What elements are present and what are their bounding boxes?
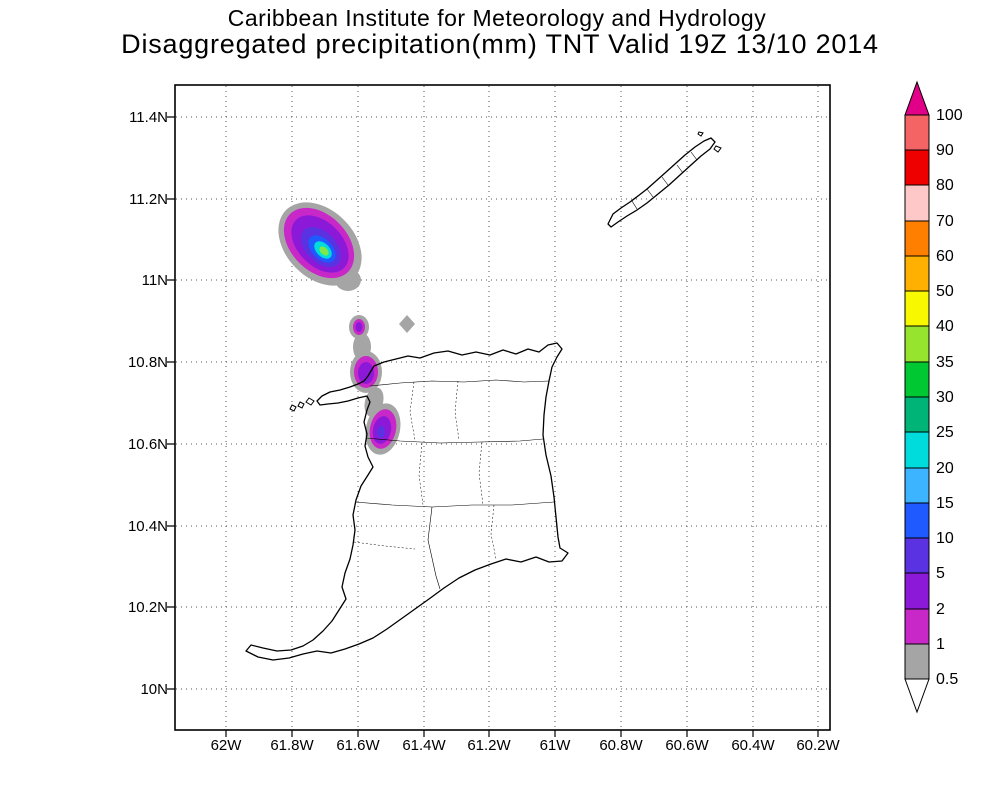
lat-tick-label: 10.6N xyxy=(128,436,168,453)
colorbar-tick-label: 25 xyxy=(936,424,954,441)
tobago-island xyxy=(607,137,716,228)
colorbar-tick-label: 5 xyxy=(936,565,945,582)
colorbar-segment xyxy=(904,220,930,257)
colorbar-tick-label: 40 xyxy=(936,318,954,335)
colorbar-segment xyxy=(904,184,930,222)
colorbar-segment xyxy=(904,361,930,398)
lon-tick-label: 60.2W xyxy=(796,737,840,754)
colorbar-arrow-bottom xyxy=(904,678,930,714)
precipitation-contours xyxy=(278,202,415,455)
plot-frame xyxy=(174,84,831,731)
lat-tick-label: 11.4N xyxy=(129,109,168,126)
colorbar-tick-label: 90 xyxy=(936,142,954,159)
lat-tick-label: 10.2N xyxy=(128,599,168,616)
lat-tick-label: 10N xyxy=(140,681,168,698)
colorbar-segment xyxy=(904,608,930,645)
colorbar-tick-label: 35 xyxy=(936,354,954,371)
lat-tick-label: 10.8N xyxy=(128,354,168,371)
gray-patch-east xyxy=(399,315,415,333)
colorbar-tick-label: 2 xyxy=(936,601,945,618)
colorbar-labels: 100 90 80 70 60 50 40 35 30 25 20 15 10 … xyxy=(936,107,963,688)
colorbar-tick-label: 10 xyxy=(936,530,954,547)
longitude-axis: 62W 61.8W 61.6W 61.4W 61.2W 61W 60.8W 60… xyxy=(211,737,841,754)
colorbar-tick-label: 80 xyxy=(936,177,954,194)
colorbar-segment xyxy=(904,325,930,363)
colorbar: 100 90 80 70 60 50 40 35 30 25 20 15 10 … xyxy=(904,80,963,714)
trinidad-minor-boundaries xyxy=(353,380,497,560)
map-coastlines xyxy=(245,131,722,661)
colorbar-segment xyxy=(904,467,930,504)
colorbar-segment xyxy=(904,643,930,680)
figure-titles: Caribbean Institute for Meteorology and … xyxy=(121,5,879,59)
lon-tick-label: 62W xyxy=(211,737,243,754)
colorbar-tick-label: 50 xyxy=(936,283,954,300)
lon-tick-label: 60.8W xyxy=(599,737,643,754)
colorbar-segment xyxy=(904,149,930,186)
lon-tick-label: 60.4W xyxy=(731,737,775,754)
colorbar-segment xyxy=(904,537,930,574)
little-tobago-islets xyxy=(697,131,722,153)
lon-tick-label: 61.8W xyxy=(270,737,314,754)
trinidad-island xyxy=(245,342,569,661)
lat-tick-label: 10.4N xyxy=(128,518,168,535)
lon-tick-label: 61.6W xyxy=(336,737,380,754)
tobago-parish-boundaries xyxy=(631,151,698,210)
latitude-axis: 11.4N 11.2N 11N 10.8N 10.6N 10.4N 10.2N … xyxy=(128,109,168,698)
purple-small-cell xyxy=(355,322,363,332)
colorbar-tick-label: 100 xyxy=(936,107,963,124)
trinidad-district-boundaries xyxy=(354,379,555,590)
colorbar-tick-label: 30 xyxy=(936,389,954,406)
lon-tick-label: 61.4W xyxy=(402,737,446,754)
bottom-axis-ticks xyxy=(225,730,819,737)
bocas-islands xyxy=(289,397,315,412)
colorbar-segment xyxy=(904,290,930,327)
lon-tick-label: 61W xyxy=(540,737,572,754)
colorbar-tick-label: 0.5 xyxy=(936,671,958,688)
lat-tick-label: 11N xyxy=(142,272,168,289)
chart-title: Disaggregated precipitation(mm) TNT Vali… xyxy=(121,29,879,59)
colorbar-segment xyxy=(904,502,930,539)
colorbar-segment xyxy=(904,114,930,151)
colorbar-segment xyxy=(904,572,930,610)
lon-tick-label: 61.2W xyxy=(467,737,511,754)
violet-coast-core xyxy=(377,426,385,438)
left-axis-ticks xyxy=(167,116,175,690)
colorbar-segment xyxy=(904,396,930,433)
colorbar-segment xyxy=(904,255,930,292)
green-peak-core xyxy=(319,246,329,256)
colorbar-tick-label: 15 xyxy=(936,495,954,512)
institute-title: Caribbean Institute for Meteorology and … xyxy=(228,5,766,31)
colorbar-tick-label: 20 xyxy=(936,460,954,477)
colorbar-segment xyxy=(904,431,930,469)
lat-tick-label: 11.2N xyxy=(129,191,168,208)
axis-ticks xyxy=(167,116,819,737)
colorbar-tick-label: 70 xyxy=(936,213,954,230)
lon-tick-label: 60.6W xyxy=(665,737,709,754)
colorbar-tick-label: 1 xyxy=(936,636,945,653)
purple-peninsula-cell xyxy=(358,362,374,384)
colorbar-tick-label: 60 xyxy=(936,248,954,265)
